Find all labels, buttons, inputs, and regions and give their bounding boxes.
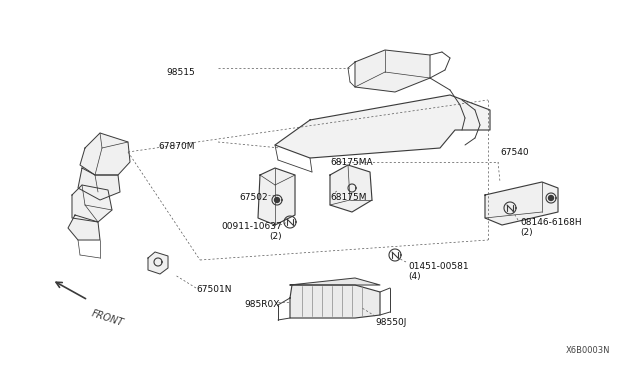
Text: FRONT: FRONT xyxy=(90,308,125,328)
Polygon shape xyxy=(290,285,380,318)
Polygon shape xyxy=(275,198,280,202)
Text: 68175M: 68175M xyxy=(330,193,367,202)
Polygon shape xyxy=(80,133,130,175)
Text: 67502: 67502 xyxy=(239,193,268,202)
Text: 98550J: 98550J xyxy=(375,318,406,327)
Polygon shape xyxy=(330,165,372,212)
Text: 985R0X: 985R0X xyxy=(244,300,280,309)
Polygon shape xyxy=(548,196,554,201)
Polygon shape xyxy=(148,252,168,274)
Text: 98515: 98515 xyxy=(166,68,195,77)
Text: 67501N: 67501N xyxy=(196,285,232,294)
Polygon shape xyxy=(485,182,558,225)
Text: 67870M: 67870M xyxy=(159,142,195,151)
Polygon shape xyxy=(68,215,100,240)
Text: 68175MA: 68175MA xyxy=(330,158,372,167)
Text: (2): (2) xyxy=(269,232,282,241)
Polygon shape xyxy=(258,168,295,225)
Polygon shape xyxy=(78,168,120,200)
Text: 01451-00581: 01451-00581 xyxy=(408,262,468,271)
Text: X6B0003N: X6B0003N xyxy=(566,346,610,355)
Polygon shape xyxy=(290,278,380,285)
Polygon shape xyxy=(72,185,112,222)
Text: (4): (4) xyxy=(408,272,420,281)
Text: 00911-10637: 00911-10637 xyxy=(221,222,282,231)
Polygon shape xyxy=(275,95,490,158)
Text: (2): (2) xyxy=(520,228,532,237)
Text: 08146-6168H: 08146-6168H xyxy=(520,218,582,227)
Polygon shape xyxy=(355,50,430,92)
Text: 67540: 67540 xyxy=(500,148,529,157)
